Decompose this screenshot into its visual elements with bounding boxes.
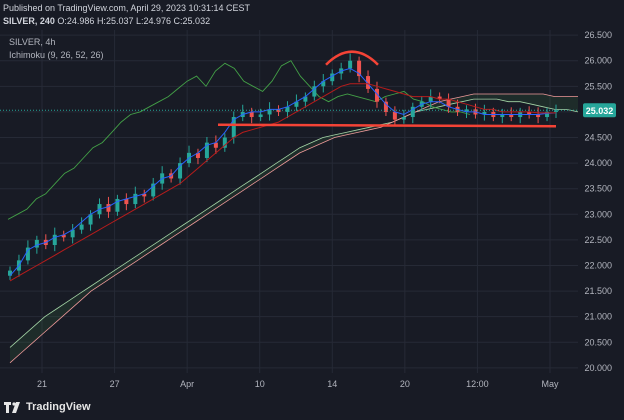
candle-body xyxy=(509,114,514,118)
x-tick-label: 20 xyxy=(400,379,410,389)
x-tick-label: Apr xyxy=(180,379,194,389)
price-chart[interactable]: 26.50026.00025.50025.00024.50024.00023.5… xyxy=(0,30,624,395)
x-tick-label: May xyxy=(541,379,559,389)
low-value: 24.976 xyxy=(143,16,172,26)
base-line xyxy=(9,83,556,282)
candle-body xyxy=(464,109,469,112)
high-label: H: xyxy=(96,16,106,26)
x-tick-label: 21 xyxy=(37,379,47,389)
candle-body xyxy=(213,142,218,148)
x-tick-label: 14 xyxy=(327,379,337,389)
candle-body xyxy=(321,81,326,87)
lagging-span xyxy=(7,60,471,220)
open-label: O: xyxy=(57,16,67,26)
high-value: 25.037 xyxy=(105,16,134,26)
low-label: L: xyxy=(135,16,144,26)
y-tick-label: 22.000 xyxy=(584,260,612,270)
chart-legend: SILVER, 4h Ichimoku (9, 26, 52, 26) xyxy=(9,36,104,62)
open-value: 24.986 xyxy=(66,16,95,26)
candle-body xyxy=(106,204,111,212)
y-tick-label: 26.000 xyxy=(584,56,612,66)
leading-span-b xyxy=(9,93,578,364)
candle-body xyxy=(554,110,558,112)
x-tick-label: 10 xyxy=(255,379,265,389)
candle-body xyxy=(115,198,120,212)
candle-body xyxy=(204,142,209,158)
y-tick-label: 21.500 xyxy=(584,286,612,296)
brand-name: TradingView xyxy=(26,401,91,413)
y-tick-label: 24.500 xyxy=(584,133,612,143)
candle-body xyxy=(374,88,379,102)
candle-body xyxy=(545,111,550,118)
x-tick-label: 12:00 xyxy=(466,379,489,389)
candle-body xyxy=(312,86,317,97)
y-tick-label: 24.000 xyxy=(584,158,612,168)
candle-body xyxy=(276,109,281,112)
chart-header: Published on TradingView.com, April 29, … xyxy=(0,0,624,30)
candle-body xyxy=(357,60,362,77)
candle-body xyxy=(383,101,388,112)
candle-body xyxy=(330,73,335,82)
candle-body xyxy=(178,163,183,179)
candle-body xyxy=(401,117,406,120)
ohlc-readout: SILVER, 240 O:24.986 H:25.037 L:24.976 C… xyxy=(3,15,210,27)
double-top-arc xyxy=(325,50,379,66)
conversion-line xyxy=(9,67,557,277)
candle-body xyxy=(410,106,415,118)
candle-body xyxy=(527,111,532,115)
candle-body xyxy=(348,60,353,69)
candle-body xyxy=(195,152,200,158)
candle-body xyxy=(303,96,308,102)
candle-body xyxy=(222,137,227,148)
candle-body xyxy=(392,111,397,120)
tradingview-logo[interactable]: TradingView xyxy=(4,401,91,413)
published-note: Published on TradingView.com, April 29, … xyxy=(3,3,250,13)
close-label: C: xyxy=(173,16,183,26)
candle-body xyxy=(79,224,84,230)
close-value: 25.032 xyxy=(182,16,211,26)
support-trendline xyxy=(217,123,557,128)
legend-indicator: Ichimoku (9, 26, 52, 26) xyxy=(9,50,104,60)
y-tick-label: 20.000 xyxy=(584,363,612,373)
tradingview-logo-icon xyxy=(4,401,20,413)
candle-body xyxy=(437,96,442,100)
legend-title: SILVER, 4h xyxy=(9,37,56,47)
candle-body xyxy=(8,270,12,276)
leading-span-a xyxy=(9,98,579,348)
y-tick-label: 26.500 xyxy=(584,30,612,40)
x-tick-label: 27 xyxy=(110,379,120,389)
candle-body xyxy=(285,106,290,112)
y-tick-label: 22.500 xyxy=(584,235,612,245)
candle-body xyxy=(88,214,93,225)
y-tick-label: 25.500 xyxy=(584,81,612,91)
candle-body xyxy=(258,114,263,118)
y-tick-label: 23.000 xyxy=(584,209,612,219)
candle-body xyxy=(70,229,75,238)
current-price-badge xyxy=(583,103,616,118)
y-tick-label: 21.000 xyxy=(584,312,612,322)
candle-body xyxy=(482,111,487,115)
candle-body xyxy=(142,193,147,197)
y-tick-label: 23.500 xyxy=(584,184,612,194)
candle-body xyxy=(294,101,299,107)
candle-body xyxy=(428,96,433,102)
candle-body xyxy=(34,239,39,248)
footer-bar: TradingView xyxy=(0,395,624,420)
symbol-label: SILVER, 240 xyxy=(3,16,55,26)
candle-body xyxy=(536,114,541,118)
candle-body xyxy=(446,99,451,107)
candle-body xyxy=(52,234,57,246)
candle-body xyxy=(61,234,66,238)
candle-body xyxy=(133,193,138,205)
candle-body xyxy=(124,198,129,205)
current-price-label: 25.032 xyxy=(586,106,614,116)
candle-body xyxy=(500,114,505,118)
candle-body xyxy=(231,117,236,138)
candle-body xyxy=(151,183,156,197)
y-tick-label: 20.500 xyxy=(584,337,612,347)
candle-body xyxy=(267,109,272,115)
candle-body xyxy=(366,76,371,89)
candle-body xyxy=(25,247,30,261)
candle-body xyxy=(249,111,254,118)
